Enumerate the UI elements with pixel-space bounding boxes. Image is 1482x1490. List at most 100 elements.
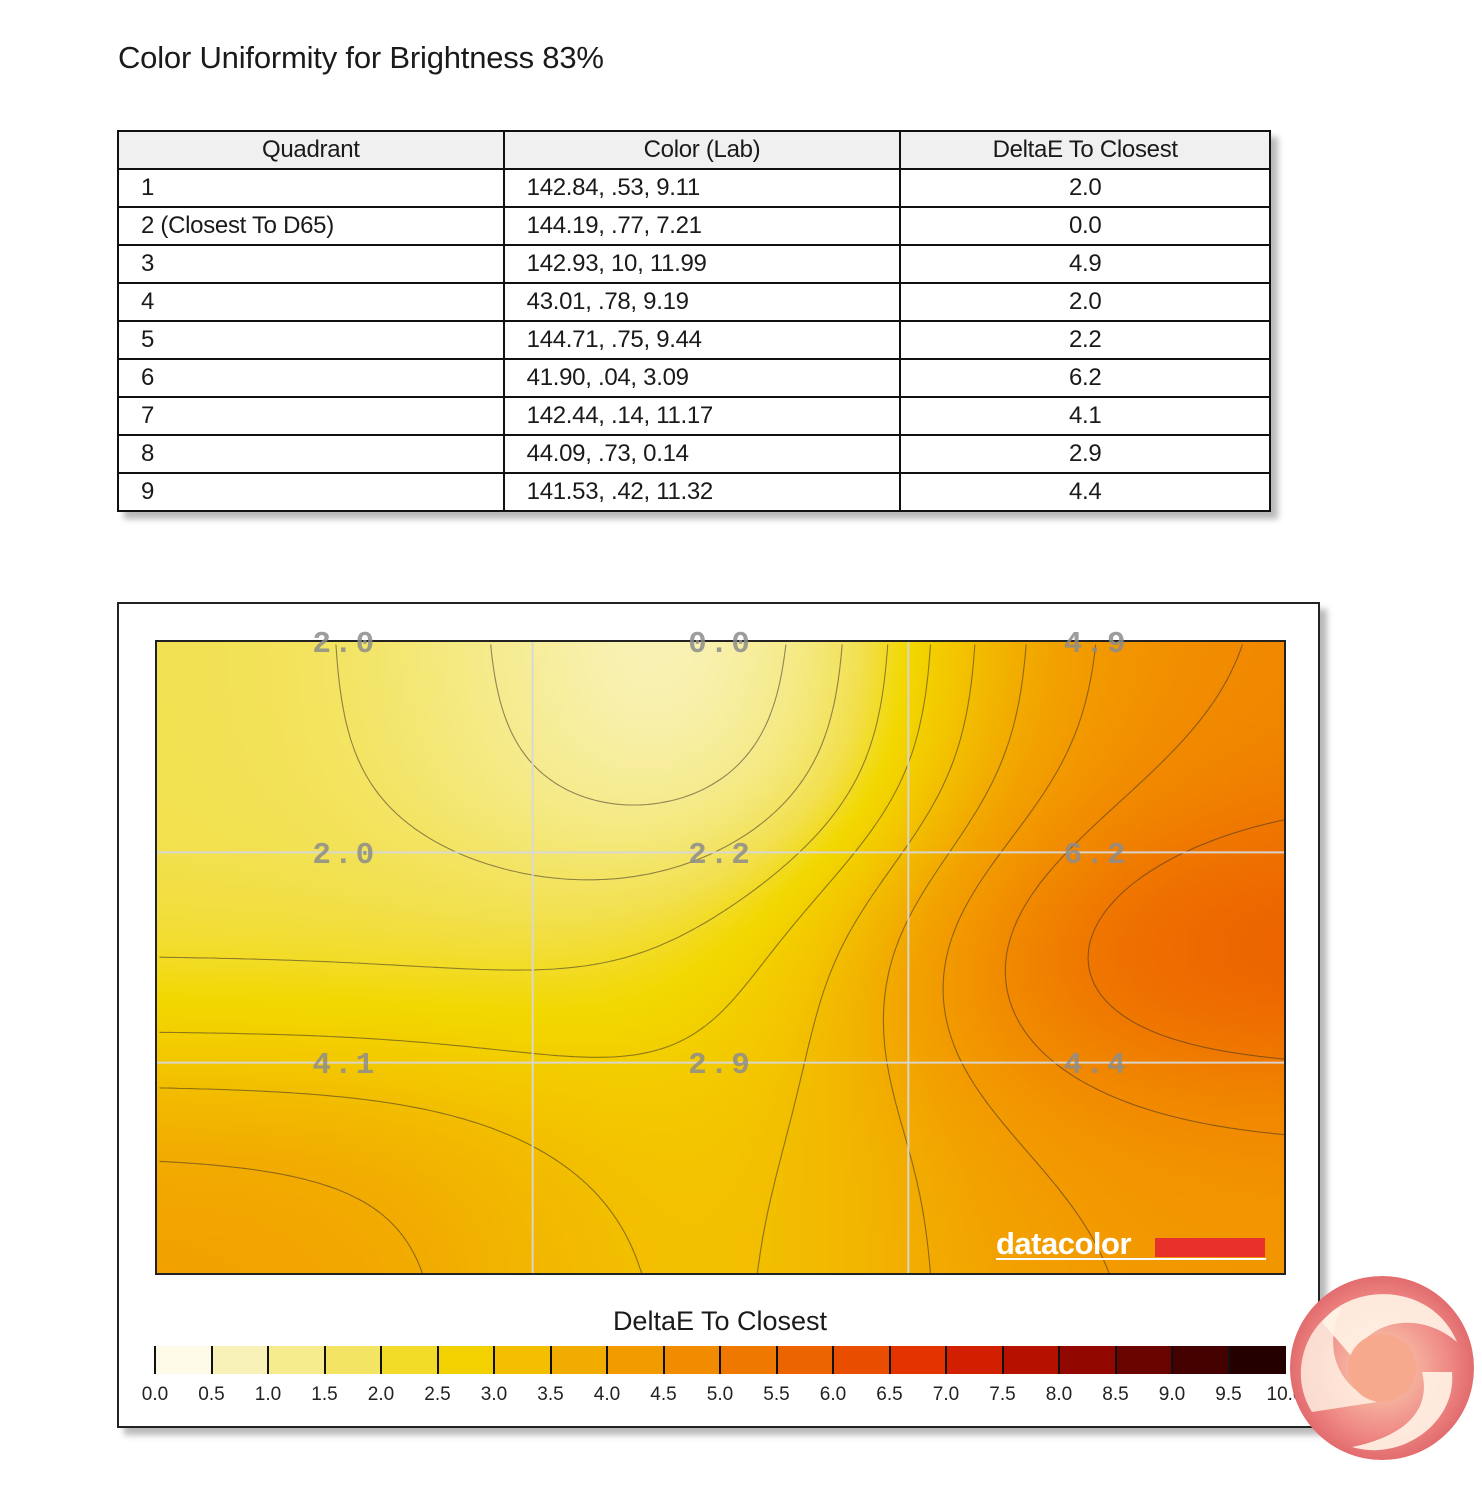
- table-row: 6 41.90, .04, 3.09 6.2: [117, 358, 1271, 398]
- cell-deltae: 2.2: [899, 320, 1271, 360]
- color-scale-tick: [1114, 1346, 1117, 1374]
- cell-color-lab: 144.71, .75, 9.44: [502, 320, 902, 360]
- color-scale-segment: [494, 1346, 551, 1374]
- cell-value-label: 4.9: [1063, 627, 1129, 663]
- cell-color-lab: 142.93, 10, 11.99: [502, 244, 902, 284]
- color-scale-tick: [606, 1346, 608, 1374]
- cell-color-lab: 144.19, .77, 7.21: [502, 206, 902, 246]
- color-scale-segment: [720, 1346, 777, 1374]
- color-scale-tick: [1171, 1346, 1173, 1374]
- color-scale-tick: [549, 1346, 552, 1374]
- table-header-row: Quadrant Color (Lab) DeltaE To Closest: [117, 130, 1271, 170]
- brand-logo-icon: [1290, 1276, 1474, 1460]
- cell-color-lab: 142.44, .14, 11.17: [502, 396, 902, 436]
- color-scale-tick-label: 7.5: [989, 1384, 1016, 1405]
- table-row: 8 44.09, .73, 0.14 2.9: [117, 434, 1271, 474]
- table-row: 4 43.01, .78, 9.19 2.0: [117, 282, 1271, 322]
- heatmap: [155, 640, 1286, 1275]
- color-scale-tick-label: 9.5: [1215, 1384, 1242, 1405]
- cell-deltae: 4.1: [899, 396, 1271, 436]
- color-scale-tick-label: 1.5: [311, 1384, 338, 1405]
- color-scale-tick: [662, 1346, 665, 1374]
- cell-color-lab: 41.90, .04, 3.09: [502, 358, 902, 398]
- color-scale-segment: [946, 1346, 1003, 1374]
- page-title: Color Uniformity for Brightness 83%: [118, 40, 604, 75]
- color-scale-segment: [1115, 1346, 1173, 1374]
- table-row: 9 141.53, .42, 11.32 4.4: [117, 472, 1271, 512]
- color-scale-tick: [945, 1346, 947, 1374]
- color-scale-tick: [267, 1346, 269, 1374]
- cell-value-label: 2.9: [688, 1047, 753, 1083]
- color-scale-tick-label: 3.0: [480, 1384, 508, 1405]
- cell-quadrant: 7: [117, 396, 505, 436]
- cell-deltae: 2.0: [899, 168, 1271, 208]
- color-scale-tick-label: 5.0: [706, 1384, 734, 1405]
- cell-color-lab: 44.09, .73, 0.14: [502, 434, 902, 474]
- color-scale-segment: [1172, 1346, 1229, 1374]
- cell-value-label: 4.1: [312, 1047, 378, 1083]
- cell-quadrant: 8: [117, 434, 505, 474]
- cell-quadrant: 6: [117, 358, 505, 398]
- header-color-lab: Color (Lab): [502, 130, 902, 170]
- color-scale-tick: [436, 1346, 439, 1374]
- cell-deltae: 4.9: [899, 244, 1271, 284]
- cell-color-lab: 142.84, .53, 9.11: [502, 168, 902, 208]
- cell-quadrant: 5: [117, 320, 505, 360]
- color-scale-tick: [719, 1346, 721, 1374]
- color-scale-tick-label: 6.5: [876, 1384, 903, 1405]
- cell-deltae: 2.9: [899, 434, 1271, 474]
- color-scale-tick-label: 1.0: [254, 1384, 282, 1405]
- color-scale-tick-label: 2.0: [367, 1384, 395, 1405]
- color-scale-tick: [493, 1346, 495, 1374]
- color-scale-segment: [550, 1346, 608, 1374]
- heatmap-svg: [157, 642, 1284, 1273]
- contour-line: [490, 644, 787, 806]
- cell-value-label: 4.4: [1063, 1047, 1129, 1083]
- cell-deltae: 0.0: [899, 206, 1271, 246]
- color-scale-segment: [833, 1346, 890, 1374]
- cell-value-label: 2.0: [312, 627, 378, 663]
- color-scale-tick: [832, 1346, 834, 1374]
- color-scale-tick: [154, 1346, 156, 1374]
- color-scale-segment: [607, 1346, 664, 1374]
- contour-line: [942, 644, 1110, 1273]
- color-scale-segment: [437, 1346, 495, 1374]
- contour-line: [159, 644, 976, 1273]
- contour-line: [1004, 644, 1284, 1136]
- contour-line: [159, 644, 1027, 1273]
- table-row: 7 142.44, .14, 11.17 4.1: [117, 396, 1271, 436]
- color-scale-tick: [1227, 1346, 1230, 1374]
- color-scale-segment: [776, 1346, 834, 1374]
- color-scale-tick-label: 5.5: [763, 1384, 790, 1405]
- color-scale-tick-label: 4.0: [593, 1384, 621, 1405]
- color-scale-segment: [889, 1346, 947, 1374]
- cell-deltae: 4.4: [899, 472, 1271, 512]
- color-scale-tick-label: 9.0: [1158, 1384, 1186, 1405]
- cell-deltae: 2.0: [899, 282, 1271, 322]
- color-scale-tick: [1058, 1346, 1060, 1374]
- cell-quadrant: 9: [117, 472, 505, 512]
- color-scale-tick-label: 8.5: [1102, 1384, 1129, 1405]
- cell-quadrant: 1: [117, 168, 505, 208]
- datacolor-brand: datacolor: [996, 1226, 1132, 1261]
- heatmap-fill: [157, 642, 1284, 1273]
- cell-deltae: 6.2: [899, 358, 1271, 398]
- brand-bar: [1155, 1238, 1265, 1257]
- cell-quadrant: 3: [117, 244, 505, 284]
- color-scale-tick: [1001, 1346, 1004, 1374]
- color-scale-tick-label: 0.0: [141, 1384, 169, 1405]
- color-scale-tick-label: 4.5: [650, 1384, 677, 1405]
- brand-underline: [996, 1258, 1266, 1260]
- color-scale-tick-label: 6.0: [819, 1384, 847, 1405]
- cell-value-label: 0.0: [688, 627, 753, 663]
- color-scale-tick: [210, 1346, 213, 1374]
- contour-line: [159, 644, 932, 1058]
- contour-line: [1087, 819, 1284, 1060]
- color-scale-tick-label: 2.5: [424, 1384, 451, 1405]
- table-row: 3 142.93, 10, 11.99 4.9: [117, 244, 1271, 284]
- cell-value-label: 6.2: [1063, 837, 1129, 873]
- color-scale-segment: [211, 1346, 269, 1374]
- cell-quadrant: 4: [117, 282, 505, 322]
- legend-title: DeltaE To Closest: [612, 1306, 828, 1336]
- cell-value-label: 2.2: [688, 837, 753, 873]
